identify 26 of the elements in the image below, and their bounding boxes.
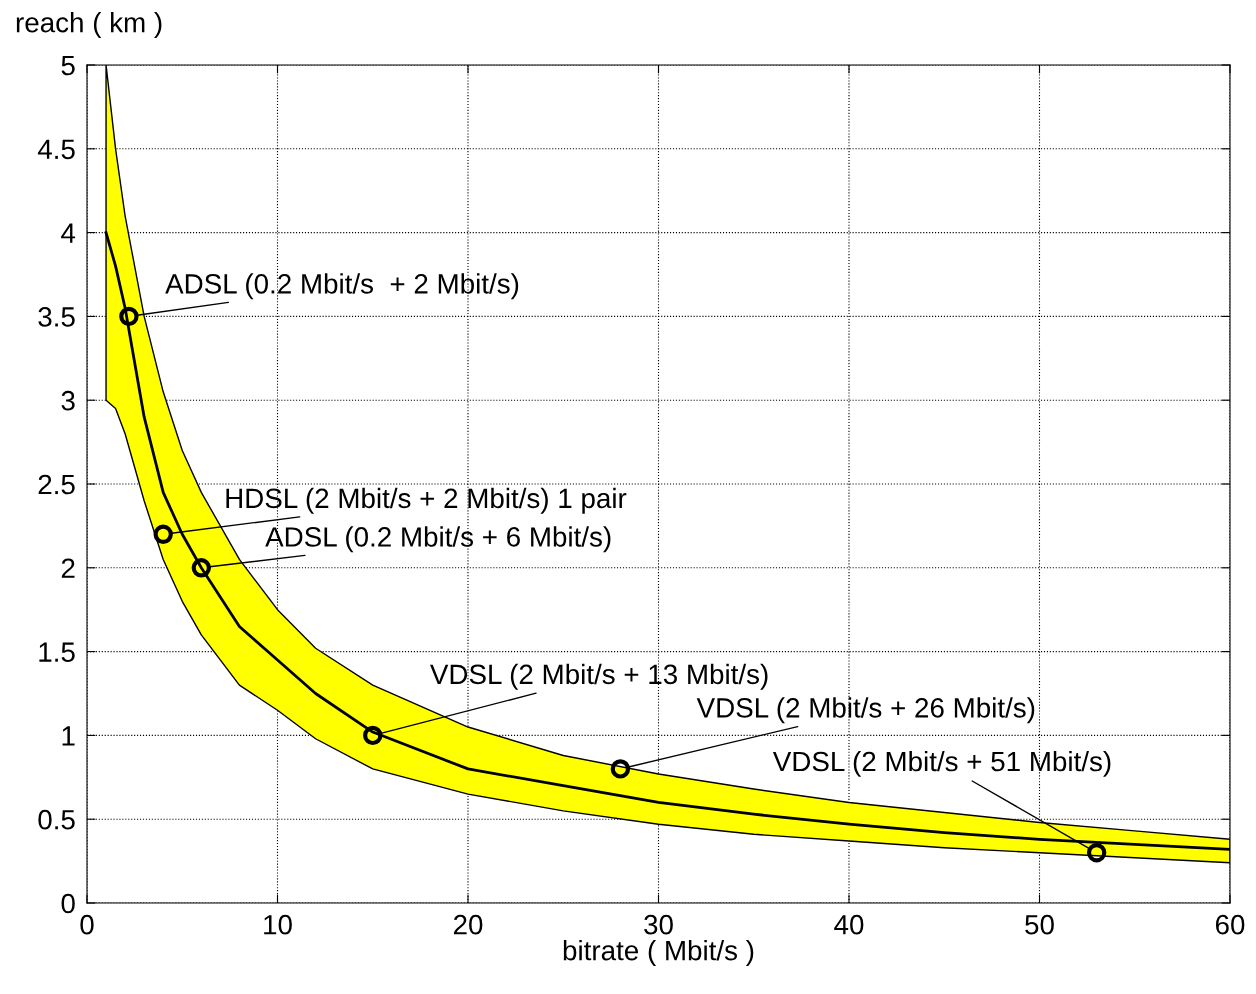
x-tick-label: 0: [80, 914, 94, 935]
x-tick-label: 20: [453, 914, 483, 935]
annotation: ADSL (0.2 Mbit/s + 2 Mbit/s): [165, 273, 519, 300]
y-tick-label: 0.5: [38, 809, 75, 830]
y-tick-label: 5: [61, 55, 75, 76]
y-tick-label: 4: [61, 223, 76, 243]
y-tick-label: 4.5: [37, 139, 75, 160]
y-tick-label: 0: [61, 893, 75, 914]
y-tick-label: 3: [61, 390, 75, 411]
x-axis-title: bitrate ( Mbit/s ): [563, 940, 754, 966]
y-tick-label: 2.5: [38, 474, 75, 495]
y-tick-label: 1: [62, 726, 75, 746]
y-tick-label: 3.5: [38, 307, 75, 327]
annotation: ADSL (0.2 Mbit/s + 6 Mbit/s): [265, 526, 611, 553]
y-tick-label: 2: [61, 558, 75, 578]
annotation: VDSL (2 Mbit/s + 51 Mbit/s): [772, 750, 1111, 777]
x-tick-label: 30: [644, 914, 673, 935]
x-tick-label: 10: [264, 914, 292, 935]
y-axis-title: reach ( km ): [16, 12, 162, 38]
annotation: VDSL (2 Mbit/s + 13 Mbit/s): [430, 663, 768, 690]
annotation: VDSL (2 Mbit/s + 26 Mbit/s): [696, 697, 1035, 724]
y-tick-label: 1.5: [39, 642, 75, 662]
annotation: HDSL (2 Mbit/s + 2 Mbit/s) 1 pair: [226, 487, 627, 514]
x-tick-label: 60: [1215, 914, 1245, 935]
x-tick-label: 50: [1025, 914, 1054, 935]
x-tick-label: 40: [834, 914, 864, 935]
